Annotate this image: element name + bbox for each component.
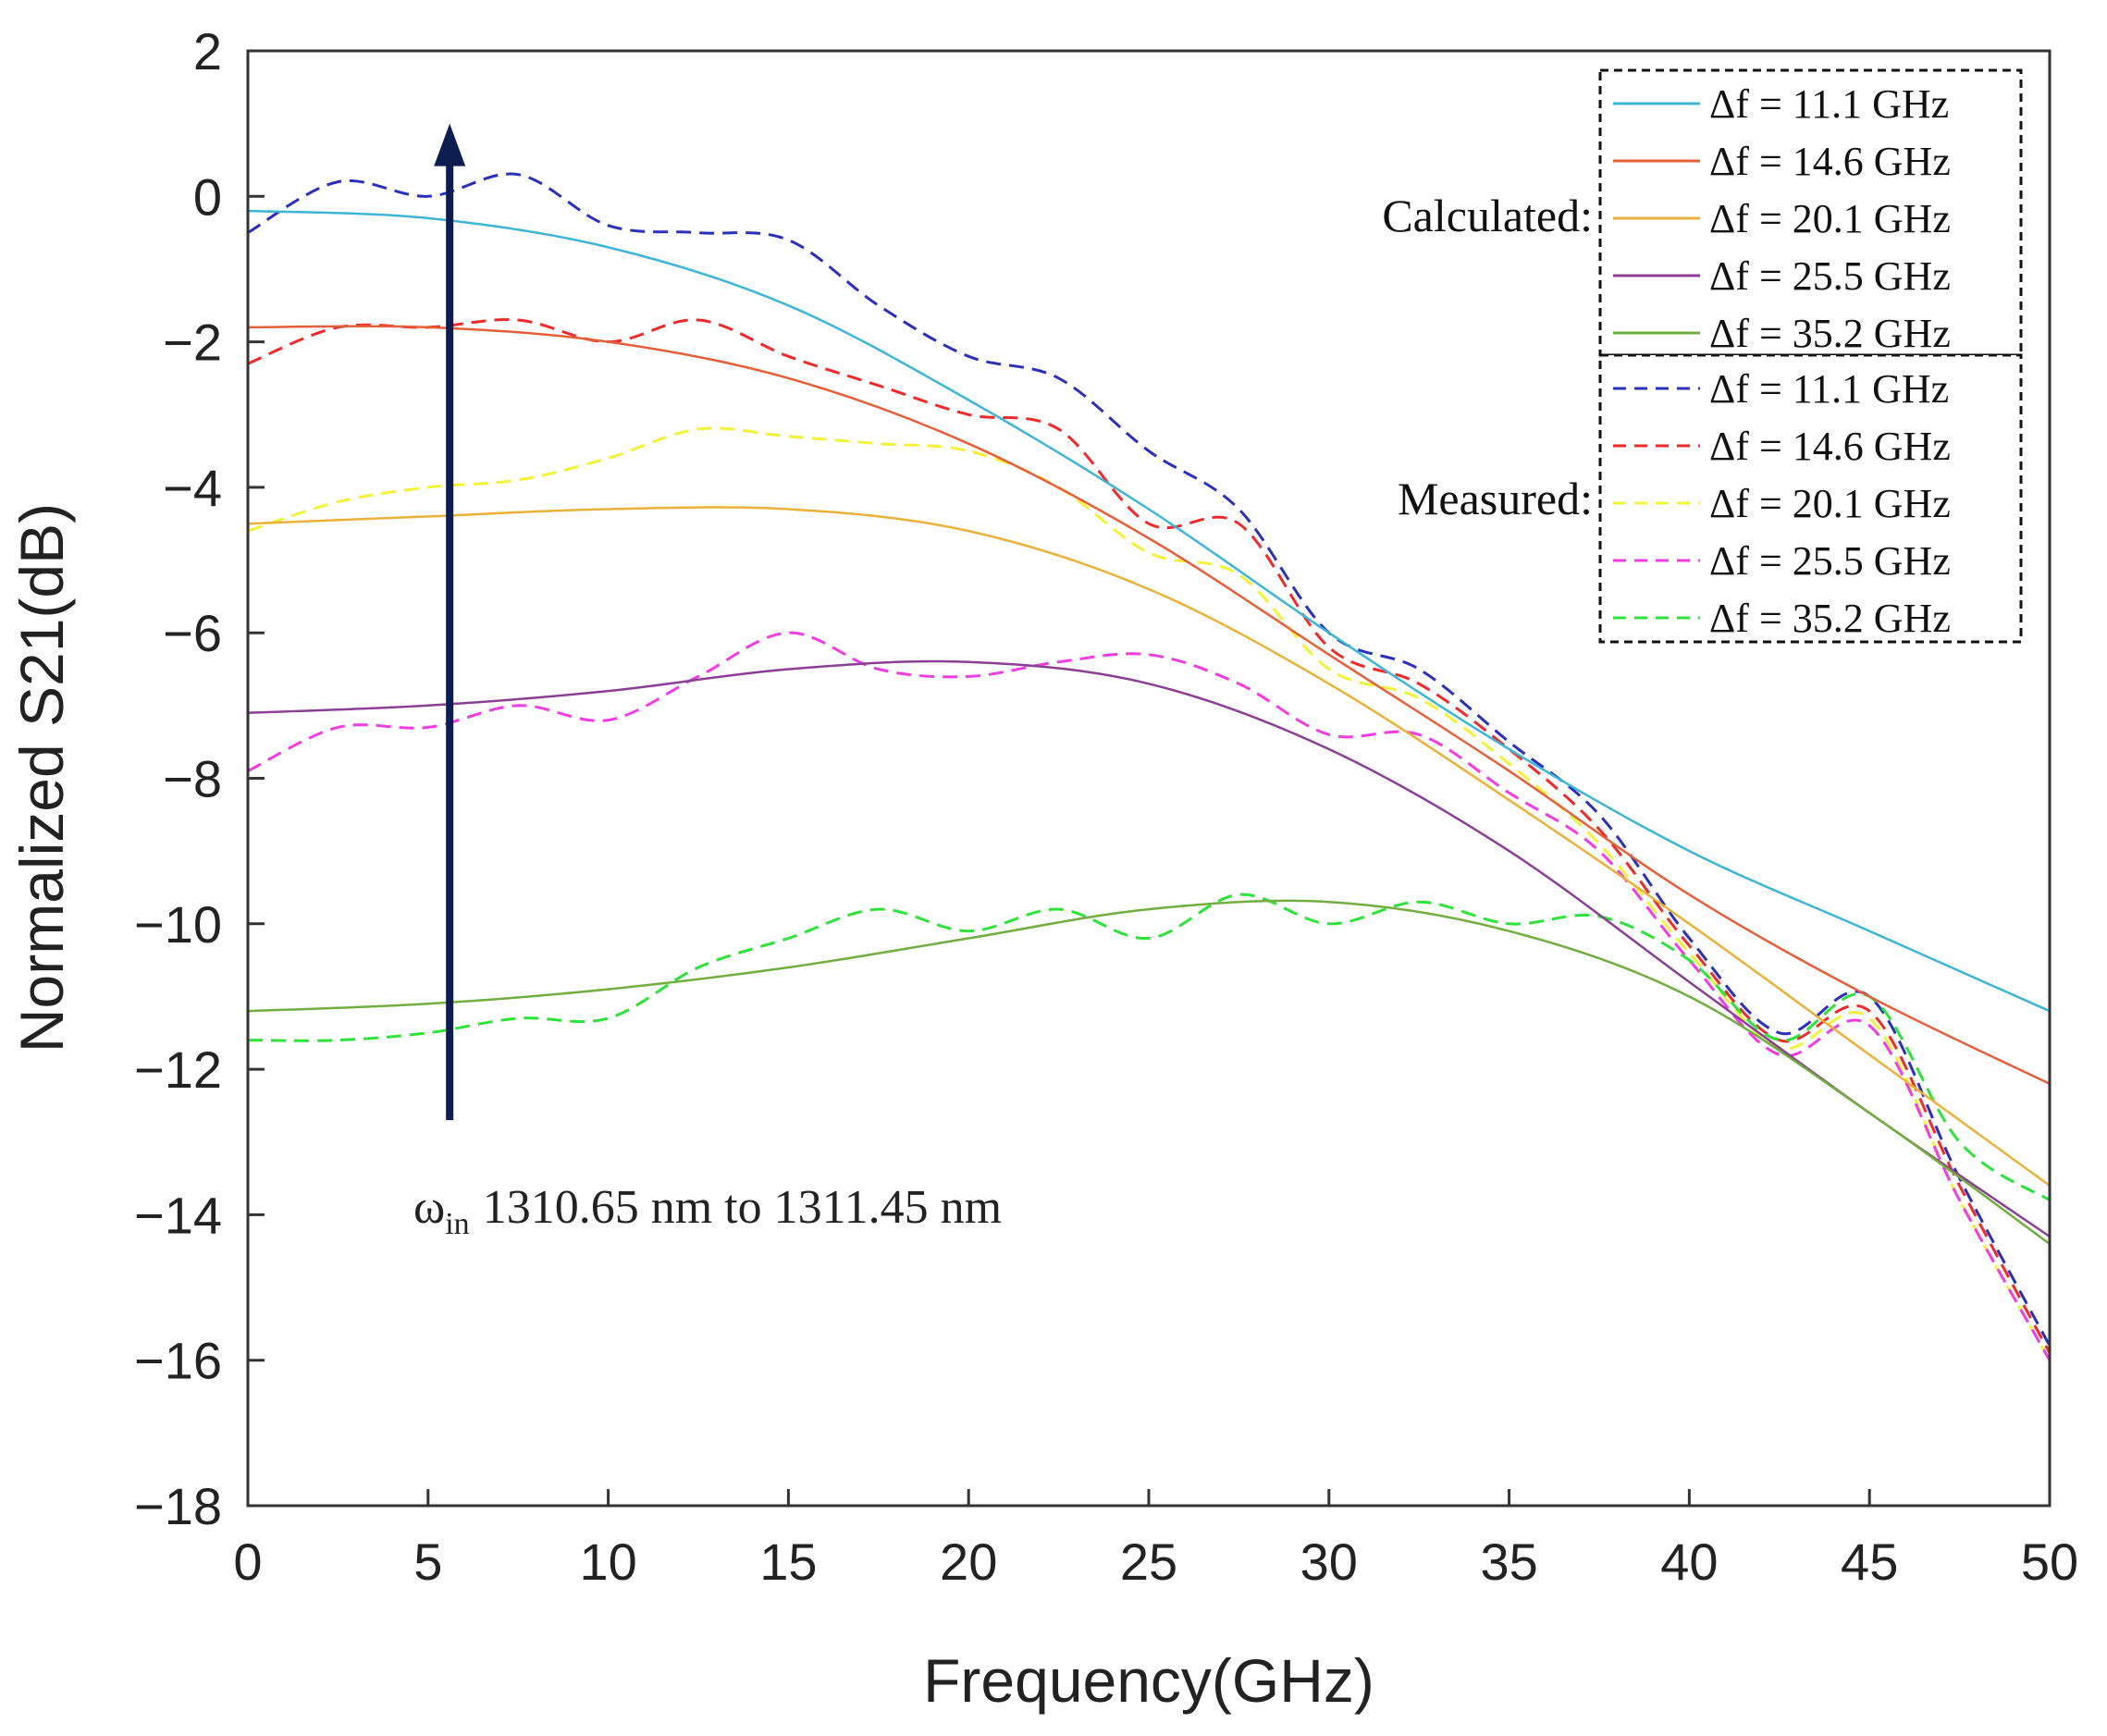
measured-series-line-4 <box>247 631 2052 1361</box>
y-tick-label: −8 <box>163 750 222 808</box>
annotation-text: 1310.65 nm to 1311.45 nm <box>483 1181 1002 1234</box>
legend: Calculated: Δf = 11.1 GHz Δf = 14.6 GHz Δf … <box>1382 68 2023 644</box>
legend-entry-label: Δf = 20.1 GHz <box>1709 481 1951 526</box>
y-tick-label: −10 <box>134 895 222 954</box>
x-tick-label: 25 <box>1120 1533 1177 1591</box>
legend-entry-label: Δf = 14.6 GHz <box>1709 424 1951 469</box>
y-tick-label: −16 <box>134 1332 222 1390</box>
legend-group-label: Measured: <box>1398 473 1593 524</box>
annotation-symbol: ω <box>413 1181 445 1234</box>
legend-entry-label: Δf = 25.5 GHz <box>1709 538 1951 584</box>
x-tick-label: 35 <box>1480 1533 1537 1591</box>
annotation-layer: ωin 1310.65 nm to 1311.45 nm <box>413 123 1002 1241</box>
legend-entry-label: Δf = 25.5 GHz <box>1709 253 1951 299</box>
y-tick-label: −6 <box>163 604 222 662</box>
legend-box-calculated <box>1598 68 2023 357</box>
calculated-series-line-5 <box>247 899 2051 1245</box>
x-tick-label: 20 <box>940 1533 997 1591</box>
calculated-series-line-4 <box>247 659 2051 1238</box>
annotation-label: ωin 1310.65 nm to 1311.45 nm <box>413 1181 1002 1241</box>
y-tick-label: −12 <box>134 1040 222 1099</box>
x-tick-label: 0 <box>233 1533 262 1591</box>
y-tick-label: −4 <box>163 459 222 517</box>
calculated-series-line-3 <box>247 506 2051 1187</box>
measured-series-line-1 <box>247 172 2052 1347</box>
x-tick-label: 15 <box>759 1533 817 1591</box>
annotation-subscript: in <box>445 1207 469 1241</box>
x-tick-label: 50 <box>2021 1533 2078 1591</box>
x-axis-title: Frequency(GHz) <box>923 1646 1374 1715</box>
y-tick-label: −14 <box>134 1186 222 1244</box>
measured-series-line-3 <box>247 426 2052 1361</box>
legend-box-measured <box>1598 353 2023 644</box>
legend-group-label: Calculated: <box>1382 190 1593 241</box>
x-tick-label: 10 <box>579 1533 636 1591</box>
y-tick-label: 0 <box>193 167 222 226</box>
x-tick-label: 30 <box>1300 1533 1358 1591</box>
legend-entry-label: Δf = 35.2 GHz <box>1709 596 1951 641</box>
x-tick-label: 45 <box>1841 1533 1898 1591</box>
series-layer <box>247 172 2052 1361</box>
y-tick-label: 2 <box>193 22 222 80</box>
legend-entry-label: Δf = 11.1 GHz <box>1709 366 1949 412</box>
legend-entry-label: Δf = 11.1 GHz <box>1709 81 1949 127</box>
annotation-arrow-head <box>434 123 466 166</box>
x-tick-label: 40 <box>1660 1533 1718 1591</box>
ticks-layer: 0 5 10 15 20 25 30 35 40 45 5020−2−4−6−8−10−12−14−… <box>134 22 2078 1591</box>
legend-entry-label: Δf = 35.2 GHz <box>1709 311 1951 356</box>
y-axis-title: Normalized S21(dB) <box>7 503 76 1053</box>
legend-entry-label: Δf = 14.6 GHz <box>1709 139 1951 184</box>
y-tick-label: −2 <box>163 314 222 372</box>
y-tick-label: −18 <box>134 1477 222 1535</box>
calculated-series-line-2 <box>247 325 2051 1085</box>
x-tick-label: 5 <box>413 1533 442 1591</box>
legend-entry-label: Δf = 20.1 GHz <box>1709 196 1951 241</box>
calculated-series-line-1 <box>247 209 2051 1013</box>
measured-series-line-5 <box>247 893 2051 1201</box>
